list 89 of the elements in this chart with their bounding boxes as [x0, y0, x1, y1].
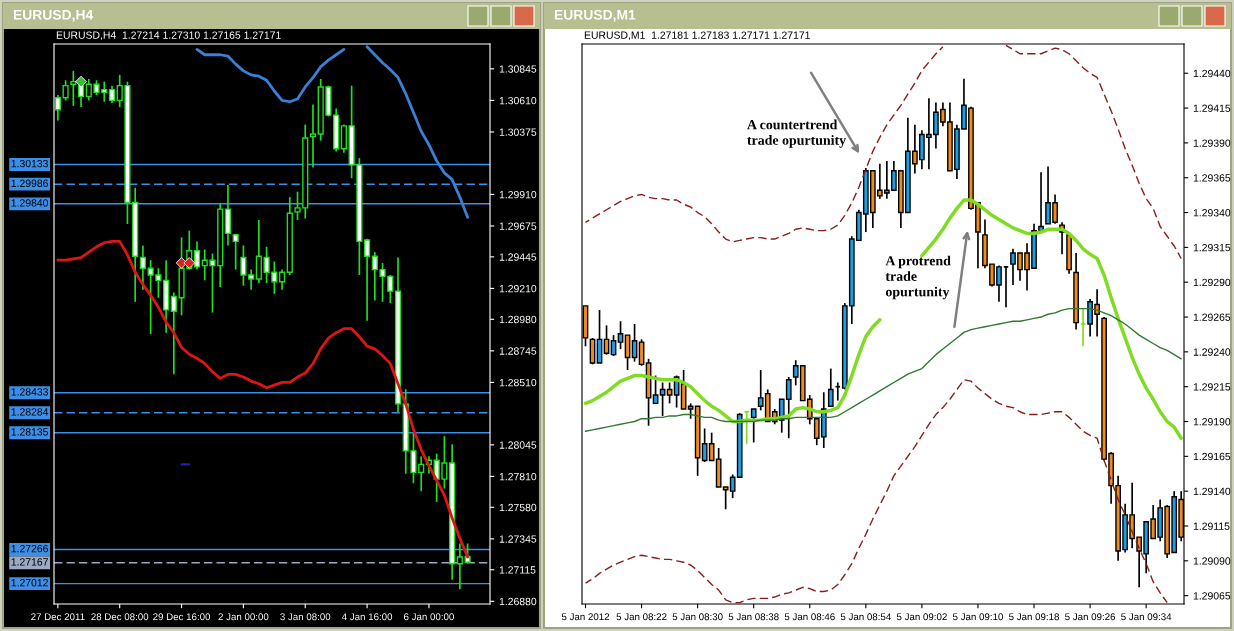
line-series [584, 46, 944, 243]
y-tick-label: 1.29215 [1193, 383, 1231, 391]
candlestick [232, 233, 239, 271]
ref-line-label: 1.27012 [11, 579, 48, 587]
x-tick-label: 5 Jan 09:10 [952, 613, 1003, 621]
line-series [584, 379, 1168, 604]
y-tick-label: 1.30610 [499, 96, 537, 105]
y-tick-label: 1.29415 [1193, 104, 1231, 112]
y-tick-label: 1.29265 [1193, 313, 1231, 321]
ref-line-label: 1.28135 [11, 428, 49, 436]
y-tick-label: 1.29675 [499, 222, 537, 230]
x-tick-label: 5 Jan 2012 [561, 613, 610, 621]
candlestick [666, 381, 673, 405]
y-tick-label: 1.29115 [1193, 522, 1230, 530]
x-tick-label: 5 Jan 09:34 [1121, 613, 1172, 621]
y-tick-label: 1.27810 [499, 472, 537, 481]
candlestick [750, 408, 757, 444]
y-tick-label: 1.29240 [1193, 348, 1231, 356]
y-tick-label: 1.30845 [499, 65, 537, 73]
candlestick [340, 123, 347, 154]
y-tick-label: 1.28510 [499, 378, 537, 387]
candlestick [624, 334, 631, 371]
candlestick [827, 367, 834, 408]
ref-line-label: 1.27266 [11, 544, 48, 553]
x-tick-label: 5 Jan 08:30 [672, 613, 723, 621]
ref-line-label: 1.30133 [11, 159, 48, 168]
candlestick [248, 268, 255, 291]
candlestick [1080, 307, 1087, 348]
x-tick-label: 5 Jan 08:54 [840, 613, 891, 621]
y-tick-label: 1.29340 [1193, 209, 1231, 217]
y-tick-label: 1.27115 [499, 566, 536, 574]
line-series [1005, 44, 1182, 260]
x-tick-label: 5 Jan 08:38 [728, 613, 779, 621]
y-tick-label: 1.29910 [499, 190, 537, 199]
y-tick-label: 1.28745 [499, 347, 537, 355]
candlestick [62, 79, 69, 102]
x-tick-label: 4 Jan 16:00 [341, 613, 393, 621]
candlestick [659, 381, 666, 417]
ref-line-label: 1.28284 [11, 408, 49, 416]
chart-title: EURUSD,H4 [13, 9, 94, 22]
y-tick-label: 1.29090 [1193, 557, 1231, 565]
x-tick-label: 3 Jan 08:00 [280, 613, 331, 621]
candlestick [363, 237, 371, 322]
x-tick-label: 6 Jan 00:00 [404, 613, 454, 621]
y-tick-label: 1.29365 [1193, 174, 1231, 182]
y-tick-label: 1.29190 [1193, 418, 1231, 426]
y-tick-label: 1.26880 [499, 597, 537, 606]
y-tick-label: 1.27580 [499, 503, 537, 512]
y-tick-label: 1.28980 [499, 315, 537, 324]
candlestick [278, 268, 286, 291]
x-tick-label: 2 Jan 00:00 [218, 613, 269, 621]
y-tick-label: 1.27345 [499, 535, 537, 543]
y-tick-label: 1.29140 [1193, 487, 1231, 496]
y-tick-label: 1.29315 [1193, 243, 1231, 252]
x-tick-label: 29 Dec 16:00 [153, 613, 211, 621]
ref-line-label: 1.27167 [11, 558, 48, 566]
candlestick [240, 244, 247, 287]
y-tick-label: 1.29440 [1193, 69, 1231, 78]
annotation: A countertrend trade opurtunity [747, 119, 846, 148]
chart-subtitle: EURUSD,H4 1.27214 1.27310 1.27165 1.27171 [56, 31, 281, 41]
y-tick-label: 1.29445 [499, 253, 537, 261]
candlestick [834, 381, 841, 402]
candlestick [638, 338, 645, 367]
x-tick-label: 27 Dec 2011 [31, 613, 85, 621]
y-tick-label: 1.30375 [499, 128, 537, 136]
annotation: A protrend trade opurtunity [885, 255, 951, 300]
ref-line-label: 1.29986 [11, 179, 48, 187]
candlestick [652, 374, 659, 405]
chart-subtitle: EURUSD,M1 1.27181 1.27183 1.27171 1.27171 [584, 31, 810, 41]
candlestick [70, 70, 77, 107]
y-tick-label: 1.28045 [499, 441, 537, 449]
x-tick-label: 5 Jan 09:18 [1009, 613, 1060, 621]
candlestick [139, 244, 146, 291]
x-tick-label: 5 Jan 08:22 [616, 613, 667, 621]
y-tick-label: 1.29390 [1193, 139, 1231, 147]
ref-line-label: 1.29840 [11, 199, 49, 207]
chart-title: EURUSD,M1 [554, 9, 636, 22]
candlestick [617, 320, 624, 350]
x-tick-label: 5 Jan 09:02 [896, 613, 947, 621]
candlestick [309, 103, 317, 169]
y-tick-label: 1.29065 [1193, 592, 1231, 600]
candlestick [1002, 266, 1010, 309]
y-tick-label: 1.29210 [499, 284, 537, 293]
y-tick-label: 1.29165 [1193, 452, 1231, 461]
x-tick-label: 5 Jan 09:26 [1065, 613, 1116, 621]
x-tick-label: 28 Dec 08:00 [91, 613, 149, 621]
ref-line-label: 1.28433 [11, 388, 48, 396]
x-tick-label: 5 Jan 08:46 [784, 613, 835, 621]
y-tick-label: 1.29290 [1193, 278, 1231, 287]
